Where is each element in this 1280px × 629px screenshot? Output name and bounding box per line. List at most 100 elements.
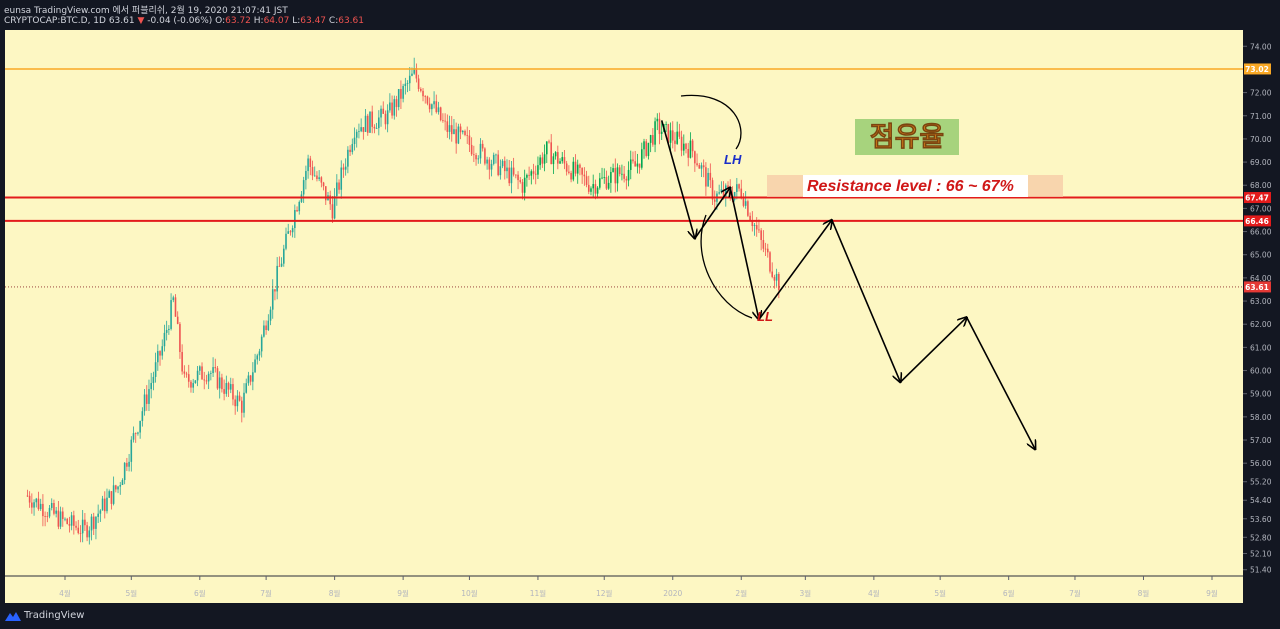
- candle-body: [557, 152, 559, 164]
- candle-body: [316, 175, 318, 179]
- candle-body: [307, 158, 309, 172]
- candle-body: [479, 143, 482, 159]
- candle-body: [711, 180, 714, 200]
- candle-body: [210, 373, 212, 374]
- candle-body: [548, 141, 550, 143]
- candle-body: [329, 195, 331, 205]
- candle-body: [371, 111, 373, 127]
- close-value: 63.61: [338, 16, 364, 26]
- symbol-legend: CRYPTOCAP:BTC.D, 1D 63.61 ▼ -0.04 (-0.06…: [4, 16, 364, 26]
- candle-body: [232, 384, 234, 400]
- candle-body: [192, 383, 194, 388]
- candle-body: [353, 137, 356, 144]
- candle-body: [183, 371, 186, 374]
- candle-body: [561, 157, 564, 162]
- candle-body: [512, 167, 515, 175]
- candle-body: [758, 229, 760, 231]
- candle-body: [395, 99, 398, 108]
- projection-arrow[interactable]: [694, 188, 730, 239]
- time-tick-label: 8월: [329, 588, 341, 598]
- candle-body: [269, 309, 272, 321]
- price-tag-label: 73.02: [1245, 65, 1269, 74]
- candle-body: [415, 68, 418, 79]
- price-tick-label: 69.00: [1250, 158, 1272, 167]
- candle-body: [470, 144, 473, 155]
- candle-body: [453, 129, 455, 135]
- ll-arc[interactable]: [700, 214, 753, 319]
- candle-body: [88, 530, 91, 538]
- candle-body: [221, 377, 223, 390]
- candle-body: [243, 392, 245, 413]
- candle-body: [358, 131, 360, 133]
- candle-body: [654, 121, 656, 145]
- candle-body: [66, 518, 69, 524]
- candle-body: [64, 518, 66, 520]
- candle-body: [342, 167, 345, 170]
- candle-body: [26, 495, 29, 497]
- tradingview-logo-icon: [5, 612, 21, 621]
- candle-body: [37, 498, 40, 510]
- candle-body: [523, 177, 526, 193]
- candle-body: [99, 510, 102, 514]
- projection-arrow[interactable]: [660, 120, 695, 238]
- candle-body: [271, 289, 274, 310]
- projection-arrow[interactable]: [758, 220, 832, 321]
- projection-arrow[interactable]: [729, 187, 759, 320]
- price-tag-label: 67.47: [1245, 194, 1269, 203]
- candle-body: [495, 154, 497, 156]
- candle-body: [152, 376, 155, 383]
- price-axis[interactable]: [1243, 30, 1280, 603]
- candle-body: [634, 161, 636, 167]
- candle-body: [645, 141, 648, 156]
- candle-body: [464, 130, 466, 135]
- candle-body: [537, 165, 539, 175]
- candle-body: [497, 154, 499, 176]
- candle-body: [276, 265, 278, 292]
- drawings-layer: [660, 94, 1036, 449]
- price-tick-label: 74.00: [1250, 42, 1272, 51]
- price-chart[interactable]: 74.00 73.02 72.00 71.00 70.00 69.00 68.00 67.47…: [0, 30, 1280, 603]
- candle-body: [499, 166, 502, 176]
- candle-body: [68, 523, 71, 526]
- candle-body: [680, 136, 683, 151]
- candle-body: [488, 159, 491, 170]
- candle-body: [216, 368, 219, 389]
- candle-body: [161, 346, 164, 356]
- candle-body: [282, 248, 285, 264]
- candle-body: [48, 507, 51, 517]
- candle-body: [92, 516, 95, 529]
- projection-arrow[interactable]: [831, 219, 901, 382]
- candle-body: [128, 461, 130, 467]
- projection-arrow[interactable]: [899, 317, 966, 383]
- candle-body: [333, 196, 336, 219]
- candle-body: [550, 142, 552, 165]
- candle-body: [521, 182, 524, 193]
- candle-body: [347, 149, 349, 167]
- price-tick-label: 60.00: [1250, 367, 1272, 376]
- candle-body: [700, 165, 703, 169]
- candle-body: [656, 118, 659, 122]
- candle-body: [587, 184, 590, 192]
- candle-body: [539, 157, 541, 166]
- candle-body: [386, 110, 389, 125]
- candle-body: [391, 102, 393, 116]
- candle-body: [446, 121, 449, 132]
- candle-body: [618, 167, 621, 175]
- candle-body: [607, 182, 610, 189]
- candle-body: [318, 177, 320, 179]
- candle-body: [196, 370, 199, 381]
- candle-body: [709, 172, 712, 181]
- lh-arc[interactable]: [680, 94, 742, 150]
- candle-body: [320, 177, 323, 183]
- candle-body: [236, 395, 239, 407]
- candle-body: [413, 68, 415, 74]
- candle-body: [117, 486, 119, 490]
- candle-body: [568, 171, 570, 173]
- candle-body: [475, 155, 477, 160]
- candle-body: [477, 158, 480, 160]
- candle-body: [543, 154, 546, 164]
- candle-body: [336, 182, 338, 197]
- projection-arrow[interactable]: [965, 316, 1036, 449]
- time-tick-label: 6월: [194, 588, 206, 598]
- candle-body: [406, 83, 409, 85]
